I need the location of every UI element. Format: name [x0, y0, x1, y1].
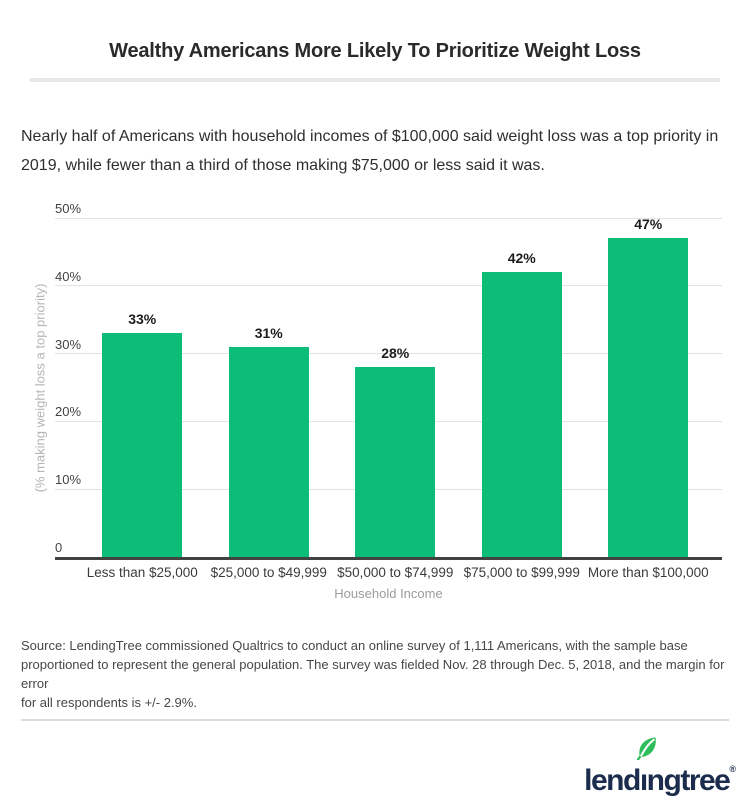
gridline-40 — [55, 285, 722, 287]
bar-value-label: 47% — [634, 216, 663, 233]
bar-band: 47% More than $100,000 — [585, 216, 712, 580]
y-tick-label: 10% — [55, 472, 82, 488]
bar-$25,000 to $49,999 — [228, 346, 309, 557]
bar-More than $100,000 — [608, 238, 689, 557]
y-tick-label: 40% — [55, 268, 82, 284]
source-note-line2: proportioned to represent the general po… — [21, 657, 725, 691]
lendingtree-logo: lendıngtree® — [584, 737, 736, 798]
bar-$50,000 to $74,999 — [355, 367, 436, 557]
lendingtree-logo-text: lendıngtree® — [584, 737, 736, 798]
x-category-label: $50,000 to $74,999 — [337, 565, 454, 580]
y-tick-label: 0 — [55, 540, 63, 555]
y-tick-label: 50% — [55, 201, 82, 216]
chart-description-line1: Nearly half of Americans with household … — [21, 128, 719, 145]
x-axis-title: Household Income — [334, 586, 443, 601]
bar-value-label: 33% — [128, 311, 157, 328]
logo-dotless-i: ı — [639, 764, 648, 797]
bar-$75,000 to $99,999 — [481, 272, 562, 557]
page-title: Wealthy Americans More Likely To Priorit… — [109, 40, 641, 62]
bar-value-label: 42% — [507, 250, 536, 267]
gridline-50 — [55, 217, 722, 219]
bar-value-label: 28% — [381, 345, 410, 362]
bar-band: 31% $25,000 to $49,999 — [206, 218, 333, 580]
bar-Less than $25,000 — [102, 333, 183, 557]
source-note-line1: Source: LendingTree commissioned Qualtri… — [21, 638, 688, 653]
bar-band: 42% $75,000 to $99,999 — [459, 218, 586, 580]
y-axis-title: (% making weight loss a top priority) — [32, 283, 48, 493]
y-tick-label: 20% — [55, 404, 82, 420]
bar-band: 33% Less than $25,000 — [79, 218, 206, 580]
source-note-line3: for all respondents is +/- 2.9%. — [21, 695, 197, 710]
source-note: Source: LendingTree commissioned Qualtri… — [21, 636, 736, 712]
chart-description-line2: 2019, while fewer than a third of those … — [21, 157, 545, 174]
bar-value-label: 31% — [254, 324, 283, 341]
x-axis-line — [55, 557, 722, 560]
logo-suffix: ngtree — [646, 764, 731, 797]
title-divider — [30, 78, 720, 82]
x-category-label: $25,000 to $49,999 — [210, 565, 327, 580]
registered-mark: ® — [729, 764, 736, 774]
bar-chart-plot-area: 50% 40% 30% 20% 10% 0 33% Less than $25,000 31% $… — [55, 201, 722, 580]
chart-description: Nearly half of Americans with household … — [21, 122, 736, 180]
footer-divider — [21, 719, 729, 721]
bar-band: 28% $50,000 to $74,999 — [332, 218, 459, 580]
x-category-label: Less than $25,000 — [86, 565, 198, 580]
y-tick-label: 30% — [55, 336, 82, 352]
logo-prefix: lend — [584, 764, 641, 797]
gridline-30 — [55, 353, 722, 355]
x-category-label: $75,000 to $99,999 — [463, 565, 580, 580]
leaf-icon — [637, 737, 656, 760]
x-category-label: More than $100,000 — [587, 565, 709, 580]
